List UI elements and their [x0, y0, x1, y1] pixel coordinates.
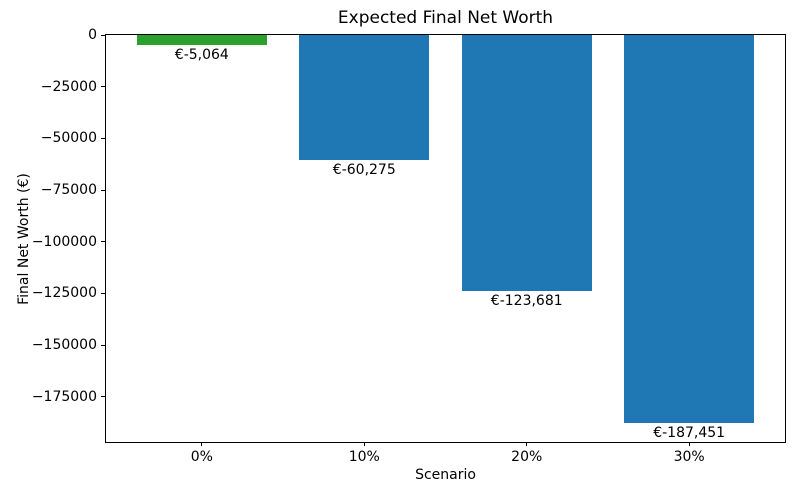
- y-tick-label: −50000: [40, 130, 97, 147]
- y-tick-mark: [101, 396, 105, 398]
- y-tick-mark: [101, 34, 105, 36]
- y-tick-mark: [101, 241, 105, 243]
- y-tick-mark: [101, 189, 105, 191]
- y-tick-label: −150000: [31, 337, 97, 354]
- y-tick-label: −175000: [31, 388, 97, 405]
- bar-value-label: €-187,451: [653, 424, 726, 441]
- y-axis-label-text: Final Net Worth (€): [16, 172, 33, 305]
- chart-title: Expected Final Net Worth: [337, 8, 554, 28]
- y-tick-mark: [101, 344, 105, 346]
- x-axis-label: Scenario: [415, 467, 476, 483]
- x-tick-label-30%: 30%: [673, 449, 705, 465]
- x-tick-label-20%: 20%: [511, 449, 543, 465]
- x-tick-label-10%: 10%: [348, 449, 380, 465]
- x-tick-mark: [363, 442, 365, 446]
- bar-30%: [624, 35, 755, 423]
- y-tick-label: −25000: [40, 78, 97, 95]
- bar-10%: [299, 35, 430, 160]
- y-tick-label: −75000: [40, 182, 97, 199]
- y-tick-mark: [101, 86, 105, 88]
- y-tick-label: −125000: [31, 285, 97, 302]
- y-tick-label: −100000: [31, 233, 97, 250]
- bar-0%: [136, 35, 267, 46]
- bar-value-label: €-5,064: [174, 47, 229, 64]
- x-tick-mark: [526, 442, 528, 446]
- y-tick-mark: [101, 292, 105, 294]
- bar-20%: [461, 35, 592, 291]
- x-tick-mark: [201, 442, 203, 446]
- y-tick-mark: [101, 137, 105, 139]
- x-tick-mark: [688, 442, 690, 446]
- bar-value-label: €-60,275: [332, 161, 396, 178]
- x-tick-label-0%: 0%: [190, 449, 213, 465]
- bar-value-label: €-123,681: [490, 292, 563, 309]
- plot-area: 0 −25000 −50000 −75000 −100000 −125000 −150000…: [32, 27, 786, 465]
- y-tick-label: 0: [88, 27, 97, 43]
